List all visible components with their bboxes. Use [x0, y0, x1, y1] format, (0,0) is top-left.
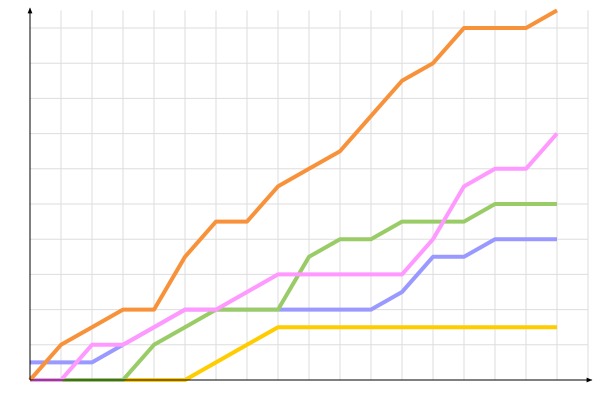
series-line — [30, 132, 559, 382]
series-line — [28, 8, 558, 382]
plot — [28, 8, 559, 382]
grid — [29, 10, 589, 381]
series-line — [30, 237, 557, 365]
